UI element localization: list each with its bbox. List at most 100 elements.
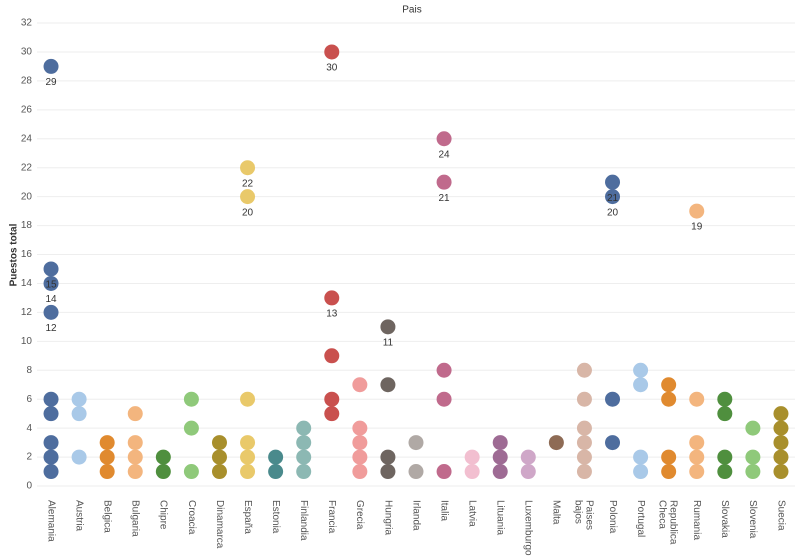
dot <box>717 391 733 407</box>
dot <box>436 464 452 480</box>
dot <box>773 464 789 480</box>
x-tick-label: Alemania <box>45 500 56 542</box>
x-tick-label: Bulgaria <box>130 500 141 537</box>
dot <box>296 464 312 480</box>
data-label: 15 <box>45 280 57 291</box>
data-label: 19 <box>691 222 703 233</box>
dot <box>661 377 677 393</box>
dot <box>689 203 705 219</box>
x-tick-label: Austria <box>73 500 84 532</box>
x-tick-label: Croacia <box>186 500 197 535</box>
dot <box>689 435 705 451</box>
dot <box>605 391 621 407</box>
y-tick-label: 28 <box>21 76 33 87</box>
y-tick-label: 0 <box>26 481 32 492</box>
dot <box>464 449 480 465</box>
data-label: 11 <box>383 337 394 348</box>
dot <box>380 377 396 393</box>
dot <box>352 464 368 480</box>
dot <box>127 435 143 451</box>
dot <box>324 391 340 407</box>
dot <box>155 464 171 480</box>
dot <box>43 58 59 74</box>
dot <box>183 420 199 436</box>
y-tick-label: 8 <box>26 365 32 376</box>
y-tick-label: 24 <box>21 133 33 144</box>
dot <box>71 449 87 465</box>
data-label: 21 <box>607 193 619 204</box>
dot <box>464 464 480 480</box>
dot <box>661 391 677 407</box>
dot <box>240 449 256 465</box>
dot <box>43 435 59 451</box>
x-tick-label: Rumania <box>691 500 702 540</box>
dot <box>324 406 340 422</box>
y-tick-label: 18 <box>21 220 33 231</box>
dot <box>43 406 59 422</box>
dot <box>296 449 312 465</box>
dot <box>745 420 761 436</box>
dot <box>71 406 87 422</box>
x-tick-label: Estonia <box>270 500 281 534</box>
y-tick-label: 6 <box>26 394 32 405</box>
dot <box>43 464 59 480</box>
dot <box>211 464 227 480</box>
dot <box>352 377 368 393</box>
data-label: 20 <box>607 207 619 218</box>
dot <box>155 449 171 465</box>
chart-title: Pais <box>402 5 421 16</box>
dot <box>99 435 115 451</box>
dot <box>99 464 115 480</box>
dot <box>605 435 621 451</box>
dot <box>43 261 59 277</box>
dot <box>773 449 789 465</box>
dot <box>717 449 733 465</box>
dot <box>240 391 256 407</box>
dot <box>240 435 256 451</box>
dot <box>43 391 59 407</box>
x-tick-label: Hungria <box>382 500 393 535</box>
x-tick-label: Latvia <box>467 500 478 527</box>
y-tick-label: 10 <box>21 336 33 347</box>
dot <box>240 160 256 176</box>
x-tick-label: Paisesbajos <box>573 500 595 530</box>
dot <box>408 435 424 451</box>
y-tick-label: 32 <box>21 18 33 29</box>
y-tick-label: 2 <box>26 452 32 463</box>
dot <box>773 406 789 422</box>
dot <box>520 449 536 465</box>
x-tick-label: Belgica <box>102 500 113 533</box>
dot <box>268 449 284 465</box>
dot <box>633 449 649 465</box>
dot <box>296 420 312 436</box>
x-tick-label: Portugal <box>635 500 646 537</box>
dot <box>605 174 621 190</box>
y-tick-label: 22 <box>21 162 33 173</box>
y-tick-label: 14 <box>21 278 33 289</box>
dot <box>127 449 143 465</box>
x-tick-label: RepublicaCheca <box>657 500 679 545</box>
dot <box>576 464 592 480</box>
dot <box>183 464 199 480</box>
dot <box>689 464 705 480</box>
dot <box>380 449 396 465</box>
dot <box>605 189 621 205</box>
dot <box>352 420 368 436</box>
dot <box>324 348 340 364</box>
dot <box>436 391 452 407</box>
dot <box>296 435 312 451</box>
dot <box>717 406 733 422</box>
dot <box>492 464 508 480</box>
dot <box>576 420 592 436</box>
data-label: 12 <box>45 323 57 334</box>
y-tick-label: 12 <box>21 307 33 318</box>
x-tick-label: Polonia <box>607 500 618 534</box>
y-tick-label: 20 <box>21 191 33 202</box>
dot <box>380 319 396 335</box>
x-tick-label: España <box>242 500 253 534</box>
data-label: 24 <box>439 149 451 160</box>
dot <box>352 435 368 451</box>
y-tick-label: 16 <box>21 249 33 260</box>
dot <box>773 420 789 436</box>
